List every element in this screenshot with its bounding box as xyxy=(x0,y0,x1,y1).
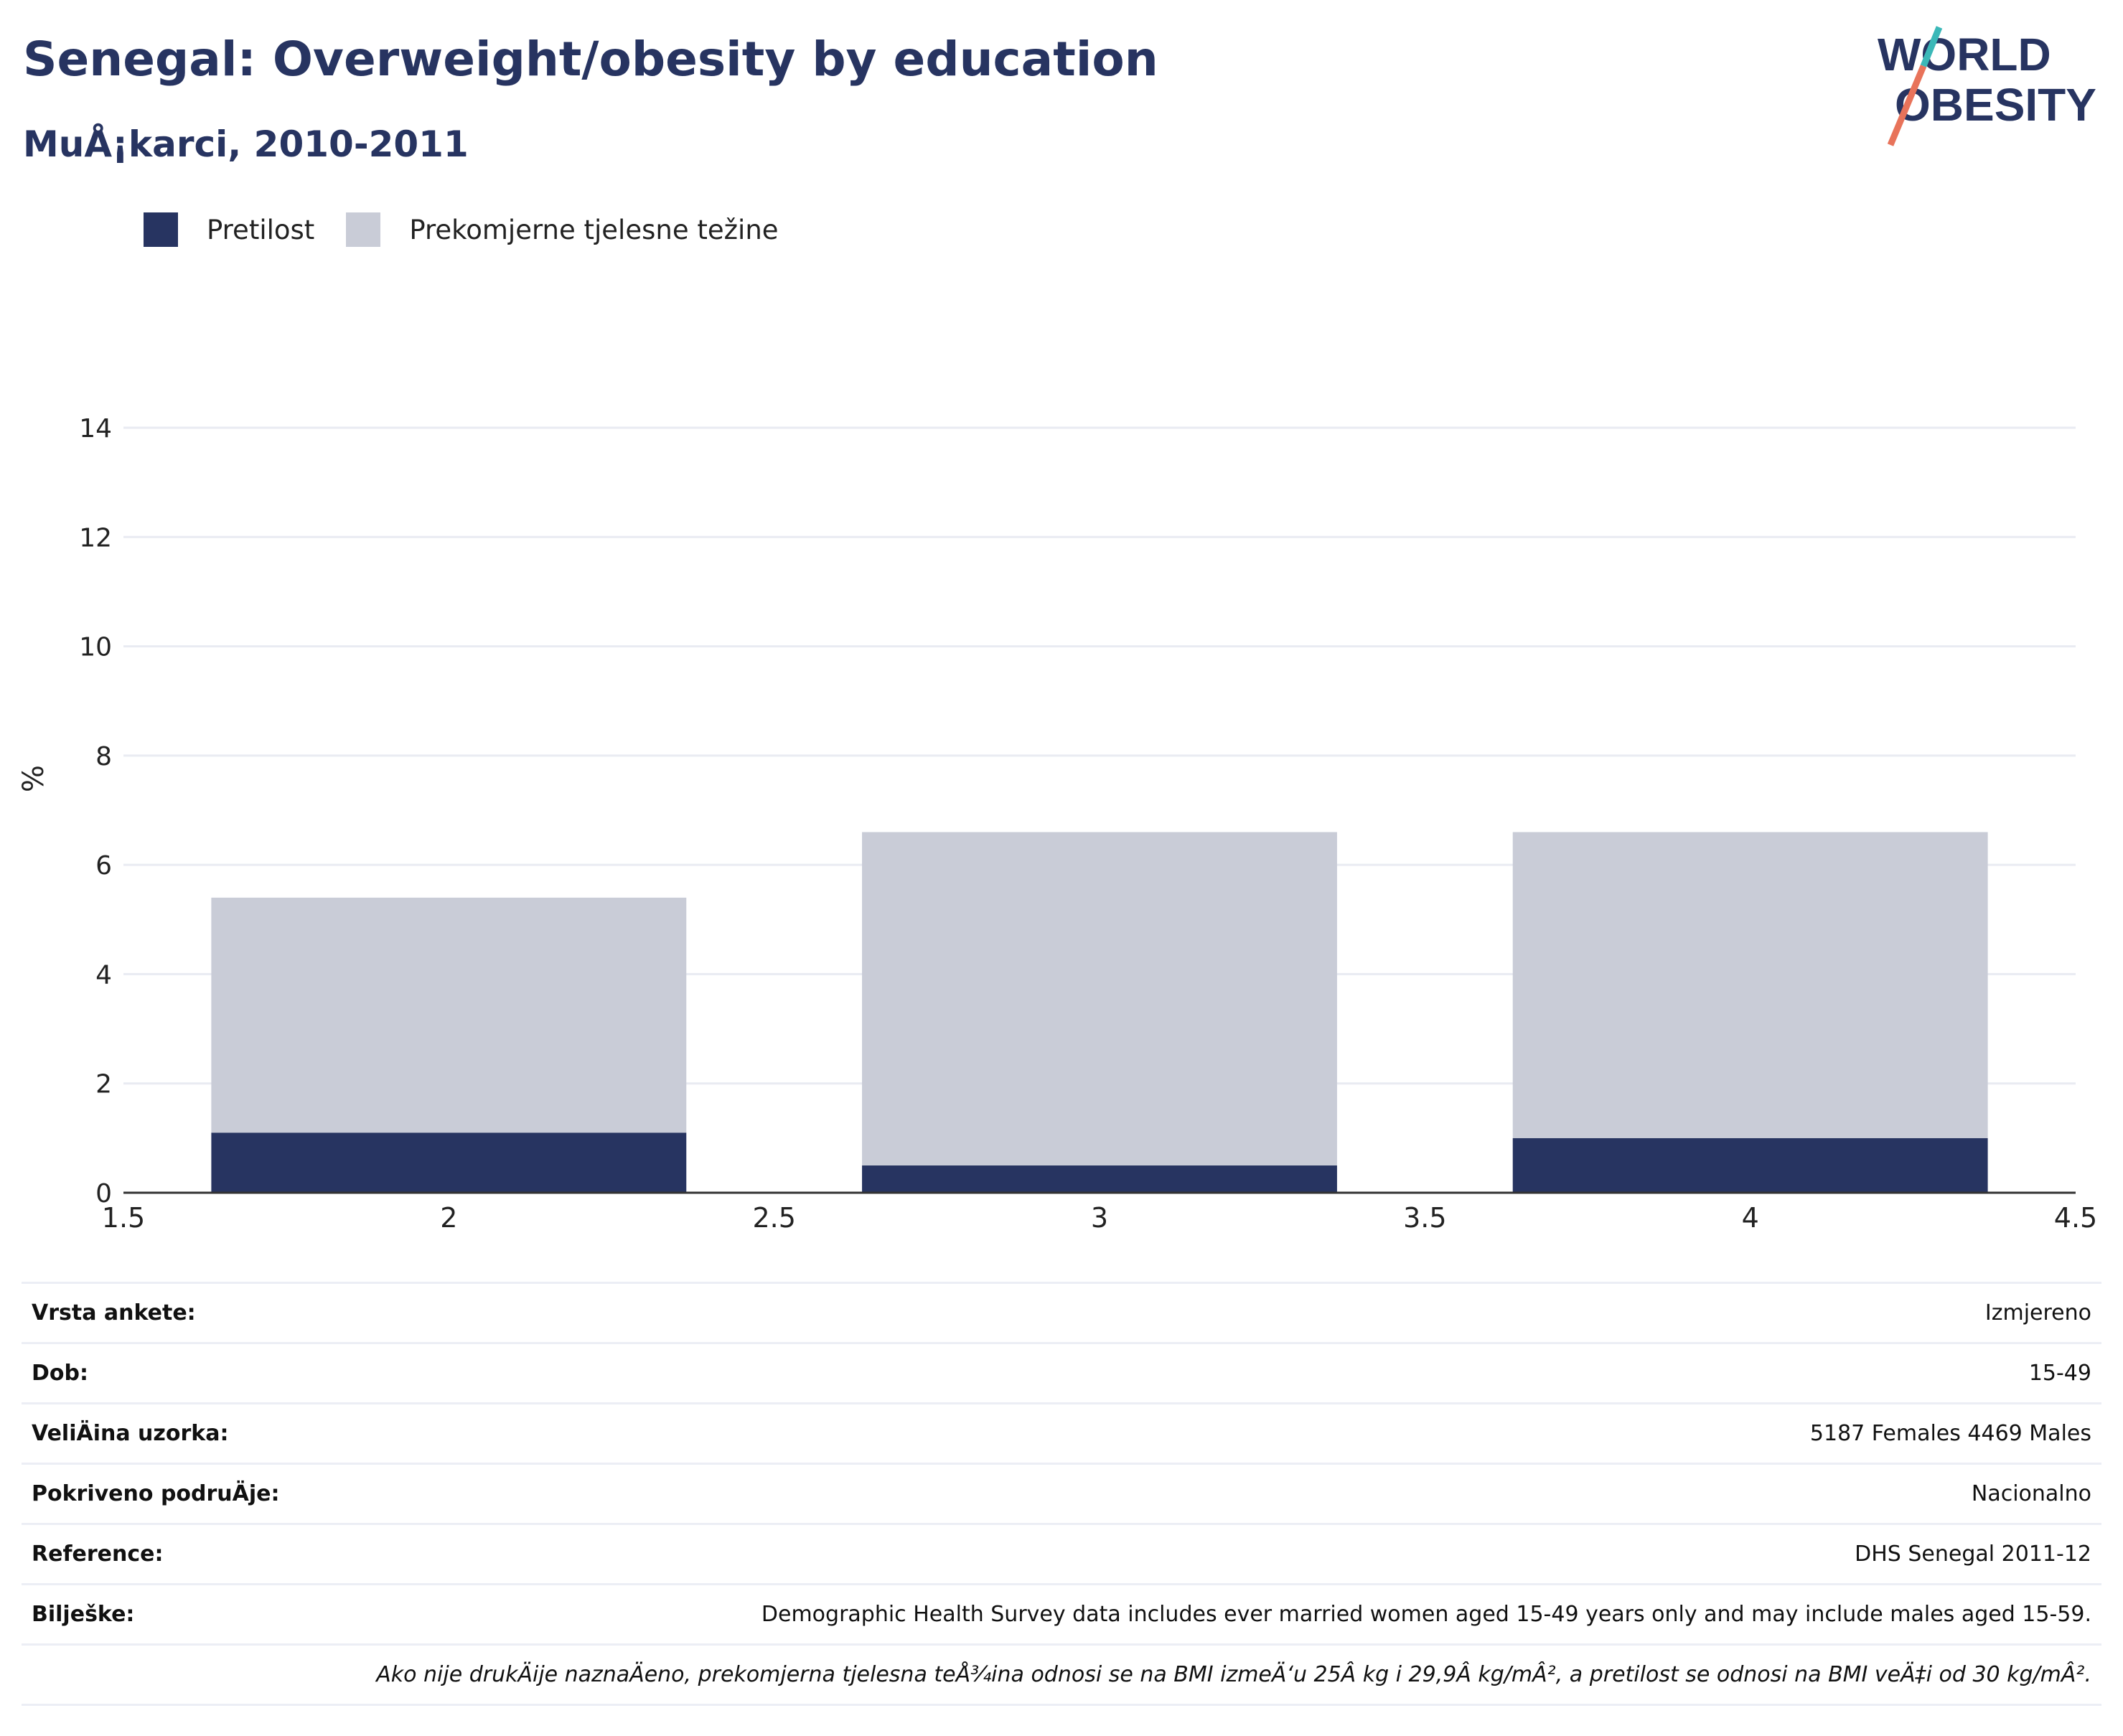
x-tick-label: 3.5 xyxy=(1403,1202,1446,1234)
bar-obesity xyxy=(862,1165,1337,1193)
x-tick-label: 2.5 xyxy=(752,1202,795,1234)
info-row-definition-note: Ako nije drukÄ ije naznaÄ eno, prekomjer… xyxy=(22,1643,2101,1706)
info-row-coverage: Pokriveno podruÄ je: Nacionalno xyxy=(22,1463,2101,1523)
info-row-reference: Reference: DHS Senegal 2011-12 xyxy=(22,1523,2101,1583)
x-tick-label: 1.5 xyxy=(102,1202,145,1234)
bar-overweight xyxy=(1513,832,1988,1137)
info-value: 5187 Females 4469 Males xyxy=(1810,1421,2091,1446)
y-tick-label: 4 xyxy=(95,960,112,990)
bar-obesity xyxy=(1513,1138,1988,1193)
info-label: Pokriveno podruÄ je: xyxy=(32,1481,280,1506)
x-tick-label: 3 xyxy=(1091,1202,1108,1234)
y-tick-label: 14 xyxy=(79,414,112,444)
info-value: Demographic Health Survey data includes … xyxy=(761,1602,2091,1627)
bar-overweight xyxy=(211,898,686,1132)
info-label: Bilješke: xyxy=(32,1602,134,1627)
info-value: Izmjereno xyxy=(1985,1300,2091,1326)
y-axis-label: % xyxy=(17,765,50,792)
y-tick-label: 8 xyxy=(95,742,112,771)
x-tick-label: 2 xyxy=(440,1202,457,1234)
info-label: Vrsta ankete: xyxy=(32,1300,196,1326)
bar-obesity xyxy=(211,1132,686,1193)
info-row-survey-type: Vrsta ankete: Izmjereno xyxy=(22,1282,2101,1342)
y-tick-label: 12 xyxy=(79,523,112,553)
y-tick-label: 2 xyxy=(95,1070,112,1099)
info-label: Reference: xyxy=(32,1542,163,1567)
y-tick-label: 10 xyxy=(79,633,112,662)
x-tick-label: 4 xyxy=(1742,1202,1759,1234)
info-value: DHS Senegal 2011-12 xyxy=(1855,1542,2091,1567)
info-row-notes: Bilješke: Demographic Health Survey data… xyxy=(22,1583,2101,1643)
bar-overweight xyxy=(862,832,1337,1165)
bar-chart: 024681012141.5 2 2.5 3 3.5 4 4.5% xyxy=(0,0,2123,1263)
x-tick-label: 4.5 xyxy=(2054,1202,2097,1234)
info-value: Nacionalno xyxy=(1972,1481,2091,1506)
info-label: VeliÄ ina uzorka: xyxy=(32,1421,228,1446)
info-row-sample-size: VeliÄ ina uzorka: 5187 Females 4469 Male… xyxy=(22,1402,2101,1463)
definition-note: Ako nije drukÄ ije naznaÄ eno, prekomjer… xyxy=(376,1662,2091,1687)
info-label: Dob: xyxy=(32,1361,88,1386)
y-tick-label: 6 xyxy=(95,851,112,881)
info-value: 15-49 xyxy=(2029,1361,2091,1386)
survey-info-table: Vrsta ankete: Izmjereno Dob: 15-49 VeliÄ… xyxy=(22,1282,2101,1706)
info-row-age: Dob: 15-49 xyxy=(22,1342,2101,1402)
